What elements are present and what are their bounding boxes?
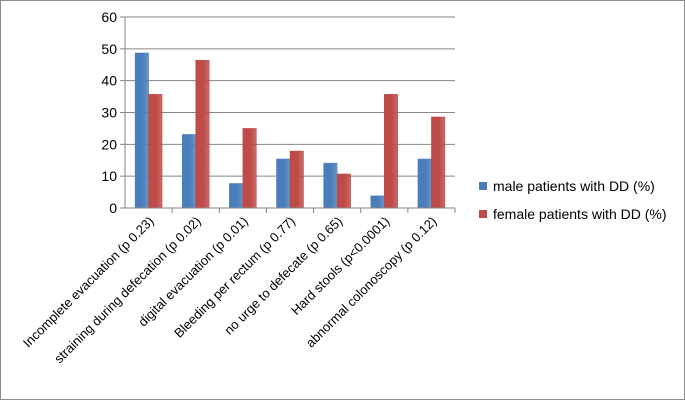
- y-tick-label: 20: [101, 136, 117, 152]
- legend-label: male patients with DD (%): [493, 178, 655, 194]
- bar-female: [148, 94, 163, 209]
- grid-lines: [125, 16, 455, 177]
- y-tick-label: 30: [101, 105, 117, 121]
- y-tick-labels: 0 10 20 30 40 50 60: [101, 9, 117, 216]
- bar-female: [384, 94, 399, 209]
- bar-female: [336, 173, 351, 209]
- legend-swatch: [479, 210, 487, 218]
- y-tick-label: 60: [101, 9, 117, 25]
- bar-male: [229, 183, 244, 209]
- y-tick-label: 50: [101, 41, 117, 57]
- bar-female: [242, 128, 257, 209]
- bar-male: [181, 134, 196, 209]
- legend-label: female patients with DD (%): [493, 206, 667, 222]
- legend-swatch: [479, 182, 487, 190]
- legend: male patients with DD (%) female patients…: [479, 178, 667, 222]
- bars: [134, 52, 446, 209]
- axes: [120, 16, 456, 213]
- y-tick-label: 40: [101, 73, 117, 89]
- bar-female: [195, 60, 210, 209]
- bar-male: [134, 52, 149, 209]
- y-tick-label: 10: [101, 168, 117, 184]
- bar-male: [323, 162, 338, 209]
- bar-male: [276, 158, 291, 209]
- bar-male: [370, 195, 385, 209]
- bar-male: [417, 158, 432, 209]
- x-category-labels: Incomplete evacuation (p 0.23)straining …: [20, 214, 440, 367]
- bar-female: [431, 116, 446, 209]
- y-tick-label: 0: [109, 200, 117, 216]
- bar-female: [289, 150, 304, 209]
